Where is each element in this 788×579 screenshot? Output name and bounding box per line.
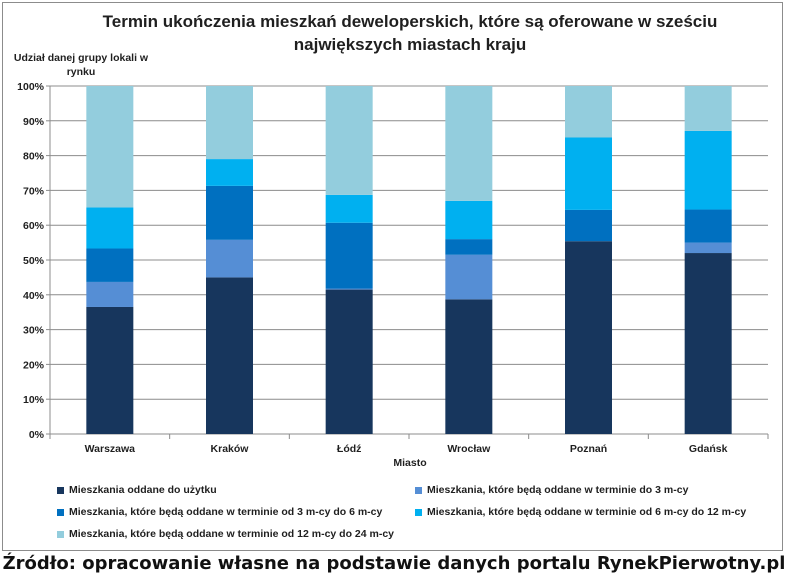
bar-segment: [325, 86, 373, 195]
y-tick-label: 10%: [23, 394, 45, 406]
legend-label: Mieszkania, które będą oddane w terminie…: [69, 506, 383, 518]
legend-swatch: [415, 508, 422, 516]
bar-segment: [206, 239, 253, 278]
bar-segment: [445, 86, 493, 201]
bar-segment: [684, 242, 732, 254]
bar-segment: [325, 288, 373, 290]
y-axis-label: Udział danej grupy lokali w rynku: [13, 52, 149, 78]
bar-segment: [206, 277, 253, 434]
bar-segment: [565, 209, 612, 242]
legend-swatch: [415, 486, 422, 494]
legend-label: Mieszkania, które będą oddane w terminie…: [427, 484, 689, 496]
x-tick-label: Poznań: [570, 443, 607, 455]
bar-segment: [86, 248, 134, 282]
bar-segment: [684, 86, 732, 131]
legend-item: Mieszkania, które będą oddane w terminie…: [415, 484, 688, 496]
bar-segment: [565, 137, 612, 210]
source-note: Źródło: opracowanie własne na podstawie …: [2, 553, 786, 574]
bar-segment: [565, 86, 612, 138]
y-tick-label: 80%: [23, 151, 45, 163]
bar-segment: [206, 86, 253, 160]
legend-label: Mieszkania, które będą oddane w terminie…: [427, 506, 747, 518]
y-tick-label: 20%: [23, 359, 45, 371]
y-tick-label: 50%: [23, 255, 45, 267]
bar-segment: [86, 207, 134, 249]
legend-swatch: [57, 530, 64, 538]
x-tick-label: Wrocław: [447, 443, 491, 455]
legend-swatch: [57, 486, 64, 494]
bar-segment: [325, 194, 373, 223]
legend-label: Mieszkania oddane do użytku: [69, 484, 217, 496]
legend-item: Mieszkania, które będą oddane w terminie…: [415, 506, 746, 518]
legend-item: Mieszkania, które będą oddane w terminie…: [57, 528, 394, 540]
bar-segment: [206, 159, 253, 186]
bar-segment: [86, 306, 134, 434]
x-tick-label: Gdańsk: [689, 443, 728, 455]
bar-segment: [445, 200, 493, 240]
bar-segment: [565, 241, 612, 434]
bar-segment: [684, 253, 732, 434]
legend-item: Mieszkania oddane do użytku: [57, 484, 217, 496]
bar-segment: [684, 209, 732, 243]
legend-item: Mieszkania, które będą oddane w terminie…: [57, 506, 382, 518]
x-tick-label: Łódź: [337, 443, 362, 455]
legend-swatch: [57, 508, 64, 516]
bar-segment: [206, 185, 253, 240]
bar-segment: [445, 299, 493, 434]
x-axis-label: Miasto: [393, 457, 427, 469]
bar-segment: [325, 289, 373, 434]
bar-segment: [325, 222, 373, 289]
y-tick-label: 60%: [23, 220, 45, 232]
bar-segment: [445, 254, 493, 300]
y-tick-label: 40%: [23, 290, 45, 302]
x-tick-label: Kraków: [211, 443, 250, 455]
chart-title: Termin ukończenia mieszkań deweloperskic…: [102, 12, 718, 54]
y-tick-label: 0%: [29, 429, 45, 441]
y-tick-label: 70%: [23, 185, 45, 197]
bar-segment: [86, 281, 134, 307]
bar-segment: [86, 86, 134, 208]
y-tick-label: 90%: [23, 116, 45, 128]
y-tick-label: 100%: [17, 81, 45, 93]
bar-segment: [445, 239, 493, 255]
x-tick-label: Warszawa: [85, 443, 136, 455]
bar-segment: [684, 130, 732, 210]
y-tick-label: 30%: [23, 325, 45, 337]
legend-label: Mieszkania, które będą oddane w terminie…: [69, 528, 395, 540]
